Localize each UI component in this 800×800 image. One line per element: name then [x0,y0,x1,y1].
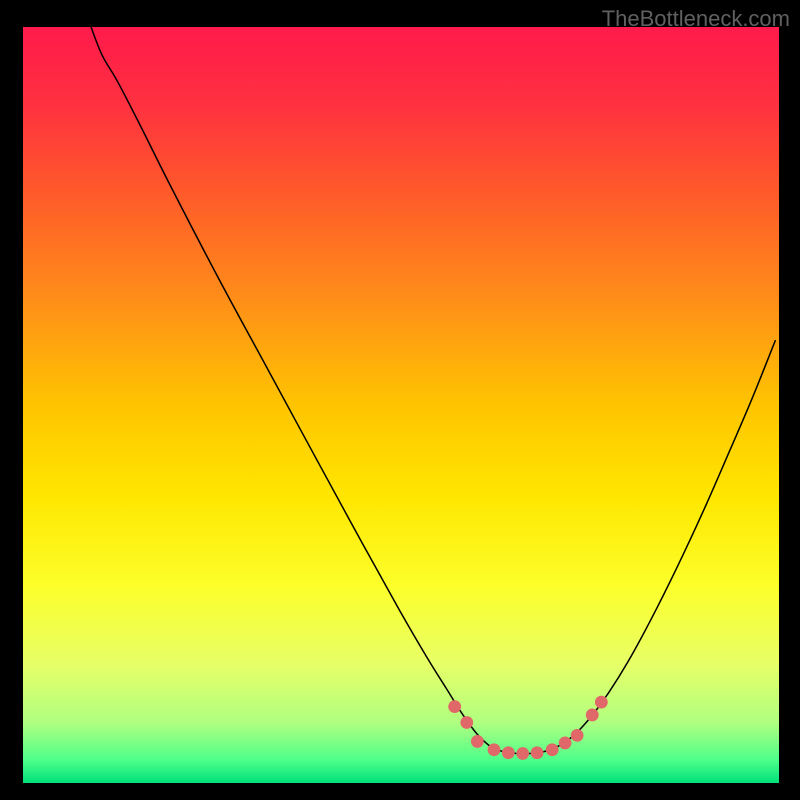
marker-dot [502,746,515,759]
marker-dot [488,743,501,756]
marker-dot [460,716,473,729]
chart-background [23,27,779,783]
marker-dot [586,709,599,722]
marker-dot [559,737,572,750]
marker-dot [531,746,544,759]
marker-dot [471,735,484,748]
marker-dot [516,747,529,760]
marker-dot [595,696,608,709]
bottleneck-chart [0,0,800,800]
marker-dot [546,743,559,756]
marker-dot [448,700,461,713]
marker-dot [571,729,584,742]
watermark-text: TheBottleneck.com [602,6,790,32]
